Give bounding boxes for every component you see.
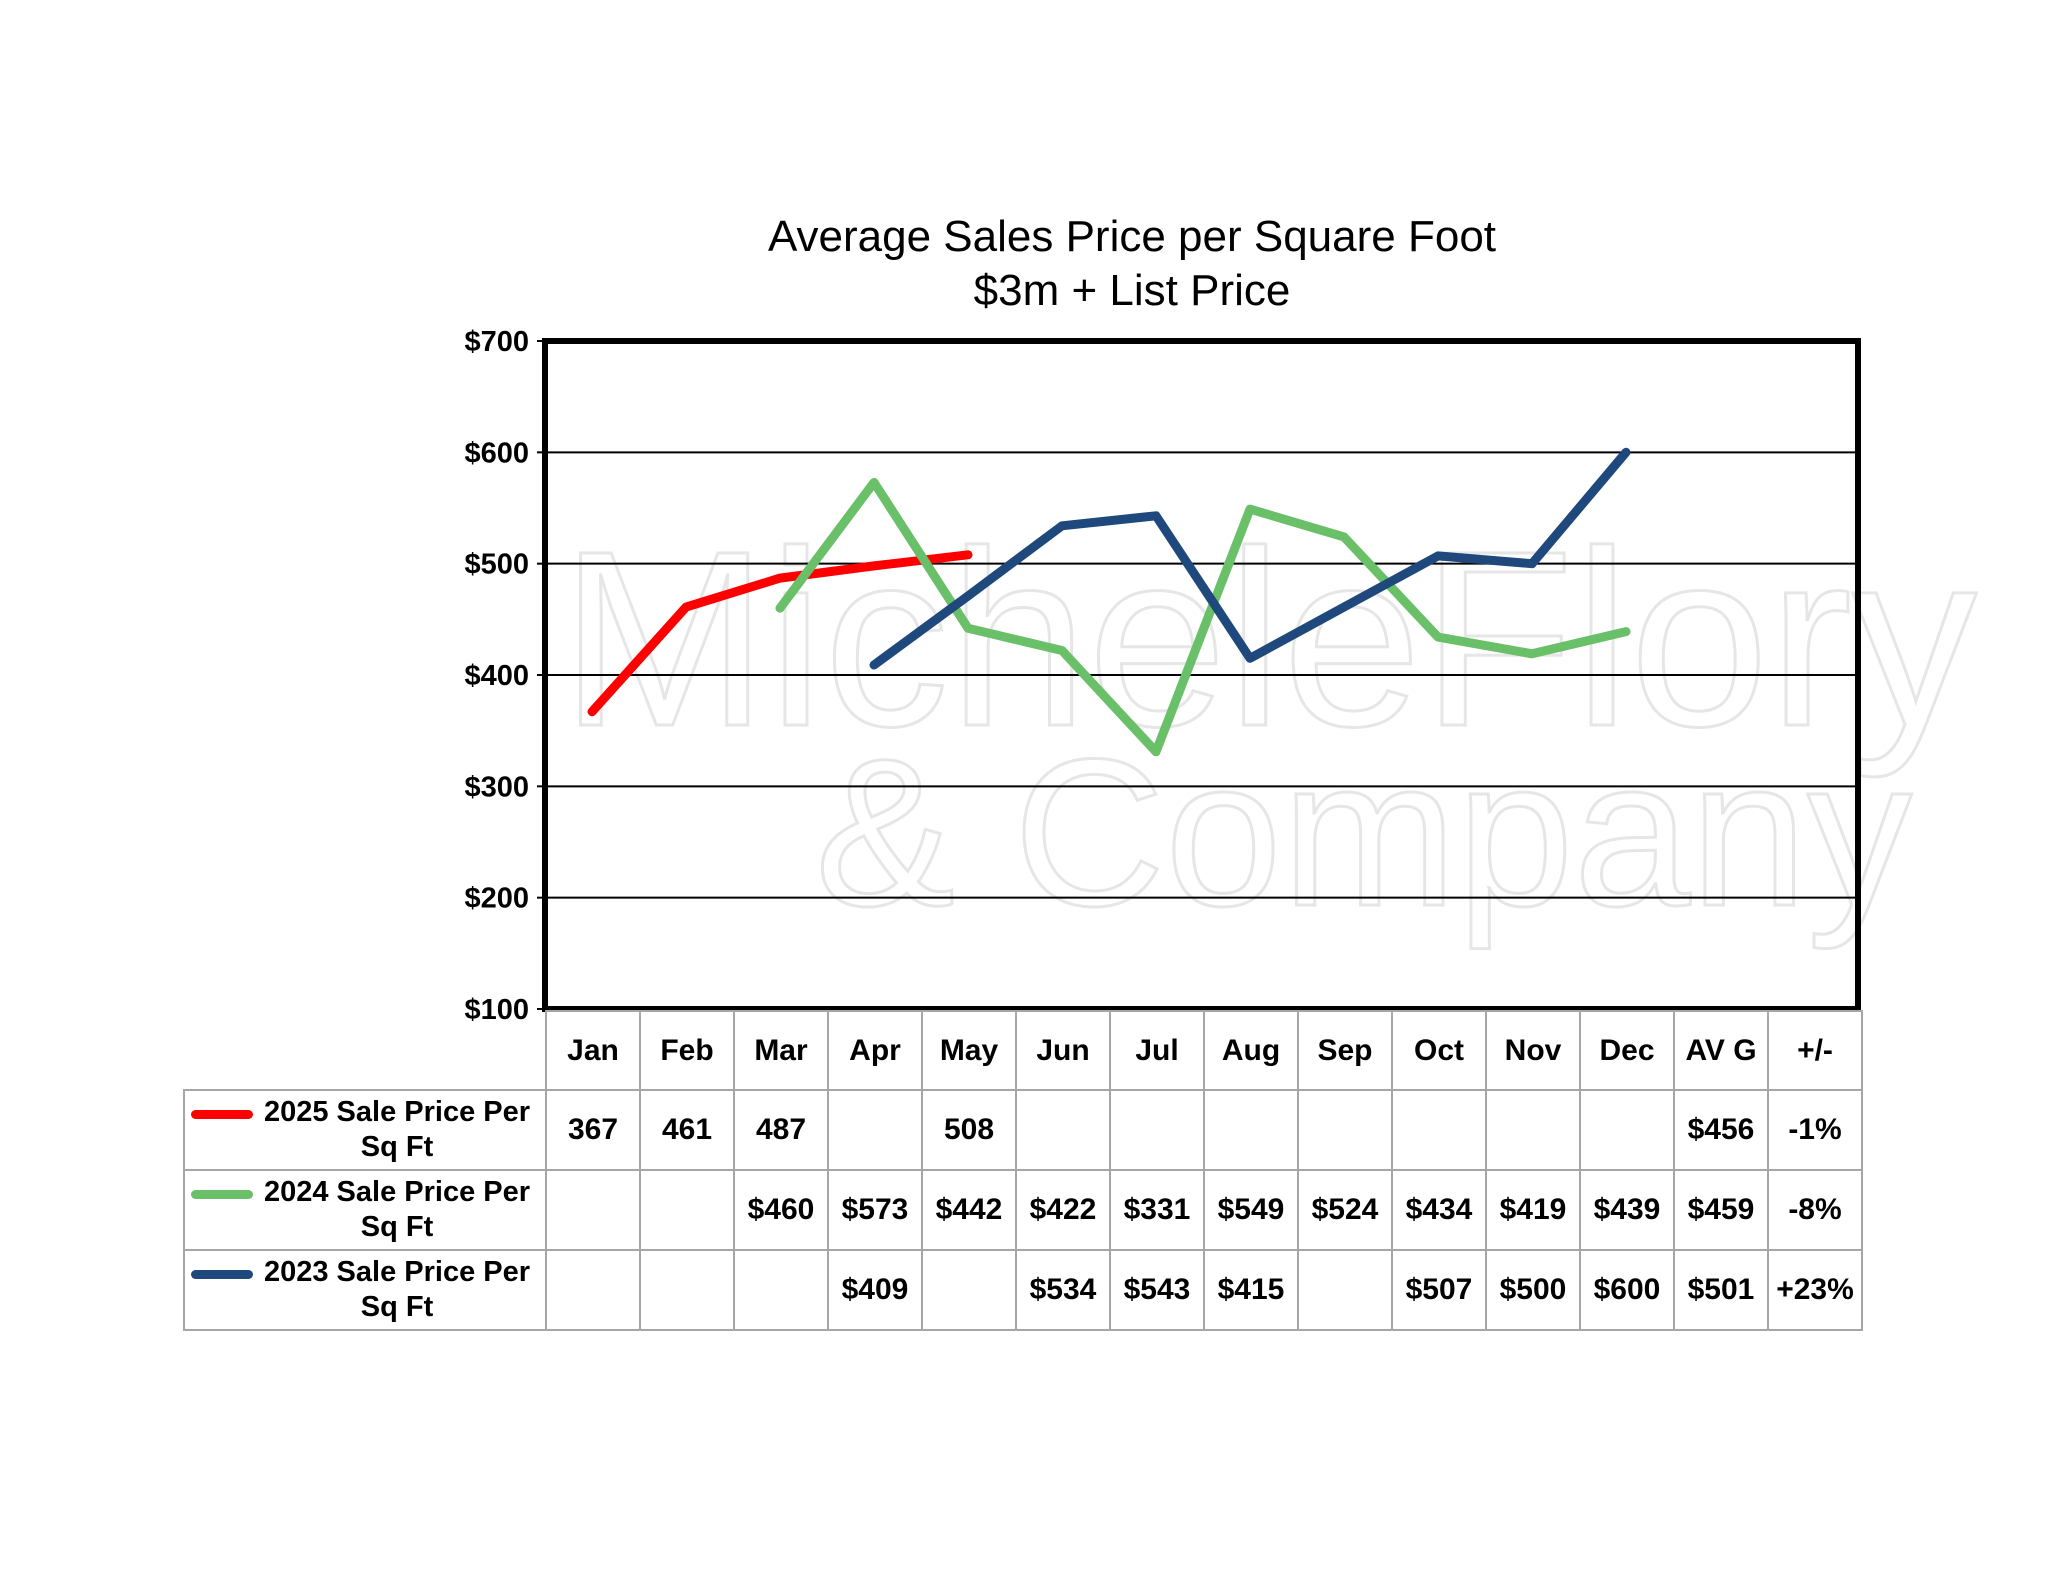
data-label bbox=[639, 1249, 735, 1331]
series-line-1 bbox=[587, 550, 973, 717]
avg-cell: $501 bbox=[1673, 1249, 1769, 1331]
data-label bbox=[545, 1169, 641, 1251]
data-label bbox=[733, 1249, 829, 1331]
legend-entry: 2024 Sale Price Per Sq Ft bbox=[183, 1169, 547, 1251]
table-row: 2025 Sale Price Per Sq Ft 367 461 487 508 $45… bbox=[183, 1089, 1863, 1171]
data-label: $460 bbox=[733, 1169, 829, 1251]
chart-title: Average Sales Price per Square Foot $3m … bbox=[412, 210, 1852, 318]
data-label: 461 bbox=[639, 1089, 735, 1171]
x-tick-label: Aug bbox=[1203, 1010, 1299, 1091]
data-label: $534 bbox=[1015, 1249, 1111, 1331]
gridlines bbox=[545, 451, 1858, 899]
series-lines bbox=[587, 447, 1631, 757]
data-label bbox=[1391, 1089, 1487, 1171]
avg-cell: $456 bbox=[1673, 1089, 1769, 1171]
x-tick-label: Jan bbox=[545, 1010, 641, 1091]
data-label: $549 bbox=[1203, 1169, 1299, 1251]
data-label: $573 bbox=[827, 1169, 923, 1251]
x-tick-label: Apr bbox=[827, 1010, 923, 1091]
column-header: AV G bbox=[1673, 1010, 1769, 1091]
series-line-3 bbox=[869, 447, 1631, 670]
column-header: +/- bbox=[1767, 1010, 1863, 1091]
legend-entry: 2025 Sale Price Per Sq Ft bbox=[183, 1089, 547, 1171]
data-label bbox=[545, 1249, 641, 1331]
y-tick-label: $400 bbox=[464, 660, 529, 692]
data-label: $331 bbox=[1109, 1169, 1205, 1251]
x-tick-label: Jul bbox=[1109, 1010, 1205, 1091]
legend-key bbox=[191, 1110, 253, 1119]
data-label: $543 bbox=[1109, 1249, 1205, 1331]
data-label bbox=[1297, 1249, 1393, 1331]
avg-cell: $459 bbox=[1673, 1169, 1769, 1251]
data-label: 508 bbox=[921, 1089, 1017, 1171]
legend-label: 2025 Sale Price Per Sq Ft bbox=[263, 1096, 531, 1163]
data-label: $434 bbox=[1391, 1169, 1487, 1251]
y-tick-label: $700 bbox=[464, 326, 529, 358]
data-table: Jan Feb Mar Apr May Jun Jul Aug Sep Oct Nov Dec AV G… bbox=[183, 1010, 1863, 1331]
y-tick-label: $600 bbox=[464, 437, 529, 469]
legend-key bbox=[191, 1190, 253, 1199]
table-corner bbox=[184, 1011, 547, 1091]
y-axis-ticks: $100$200$300$400$500$600$700 bbox=[464, 326, 545, 1026]
data-label bbox=[639, 1169, 735, 1251]
table-row: 2024 Sale Price Per Sq Ft $460 $573 $442 $42… bbox=[183, 1169, 1863, 1251]
data-label: $415 bbox=[1203, 1249, 1299, 1331]
data-label: $419 bbox=[1485, 1169, 1581, 1251]
data-label bbox=[921, 1249, 1017, 1331]
legend-key bbox=[191, 1270, 253, 1279]
change-cell: -8% bbox=[1767, 1169, 1863, 1251]
data-label: 367 bbox=[545, 1089, 641, 1171]
x-tick-label: Nov bbox=[1485, 1010, 1581, 1091]
data-label bbox=[1015, 1089, 1111, 1171]
legend-label: 2024 Sale Price Per Sq Ft bbox=[263, 1176, 531, 1243]
legend-label: 2023 Sale Price Per Sq Ft bbox=[263, 1256, 531, 1323]
data-label: $507 bbox=[1391, 1249, 1487, 1331]
watermark-text-line1: MicheleFlory bbox=[560, 499, 1977, 778]
x-tick-label: Oct bbox=[1391, 1010, 1487, 1091]
y-tick-label: $200 bbox=[464, 883, 529, 915]
table-row: 2023 Sale Price Per Sq Ft $409 $534 $543 $41… bbox=[183, 1249, 1863, 1331]
data-label bbox=[1109, 1089, 1205, 1171]
chart-title-line1: Average Sales Price per Square Foot bbox=[767, 212, 1497, 261]
series-line-2 bbox=[775, 477, 1631, 757]
data-label: 487 bbox=[733, 1089, 829, 1171]
x-tick-label: May bbox=[921, 1010, 1017, 1091]
x-tick-label: Dec bbox=[1579, 1010, 1675, 1091]
data-label: $442 bbox=[921, 1169, 1017, 1251]
plot-frame bbox=[542, 338, 1861, 1012]
data-label bbox=[827, 1089, 923, 1171]
data-label: $600 bbox=[1579, 1249, 1675, 1331]
data-label: $409 bbox=[827, 1249, 923, 1331]
watermark-logo: MicheleFlory & Company bbox=[559, 498, 1979, 952]
watermark-text-line2: & Company bbox=[815, 715, 1912, 950]
data-label: $524 bbox=[1297, 1169, 1393, 1251]
data-label bbox=[1579, 1089, 1675, 1171]
data-label: $500 bbox=[1485, 1249, 1581, 1331]
data-label bbox=[1203, 1089, 1299, 1171]
legend-entry: 2023 Sale Price Per Sq Ft bbox=[183, 1249, 547, 1331]
change-cell: +23% bbox=[1767, 1249, 1863, 1331]
data-label: $439 bbox=[1579, 1169, 1675, 1251]
data-label: $422 bbox=[1015, 1169, 1111, 1251]
data-label bbox=[1297, 1089, 1393, 1171]
y-tick-label: $500 bbox=[464, 549, 529, 581]
data-label bbox=[1485, 1089, 1581, 1171]
y-tick-label: $300 bbox=[464, 771, 529, 803]
table-header-row: Jan Feb Mar Apr May Jun Jul Aug Sep Oct Nov Dec AV G… bbox=[184, 1010, 1863, 1091]
x-tick-label: Jun bbox=[1015, 1010, 1111, 1091]
x-tick-label: Feb bbox=[639, 1010, 735, 1091]
x-tick-label: Mar bbox=[733, 1010, 829, 1091]
x-tick-label: Sep bbox=[1297, 1010, 1393, 1091]
change-cell: -1% bbox=[1767, 1089, 1863, 1171]
chart-subtitle: $3m + List Price bbox=[973, 266, 1291, 315]
